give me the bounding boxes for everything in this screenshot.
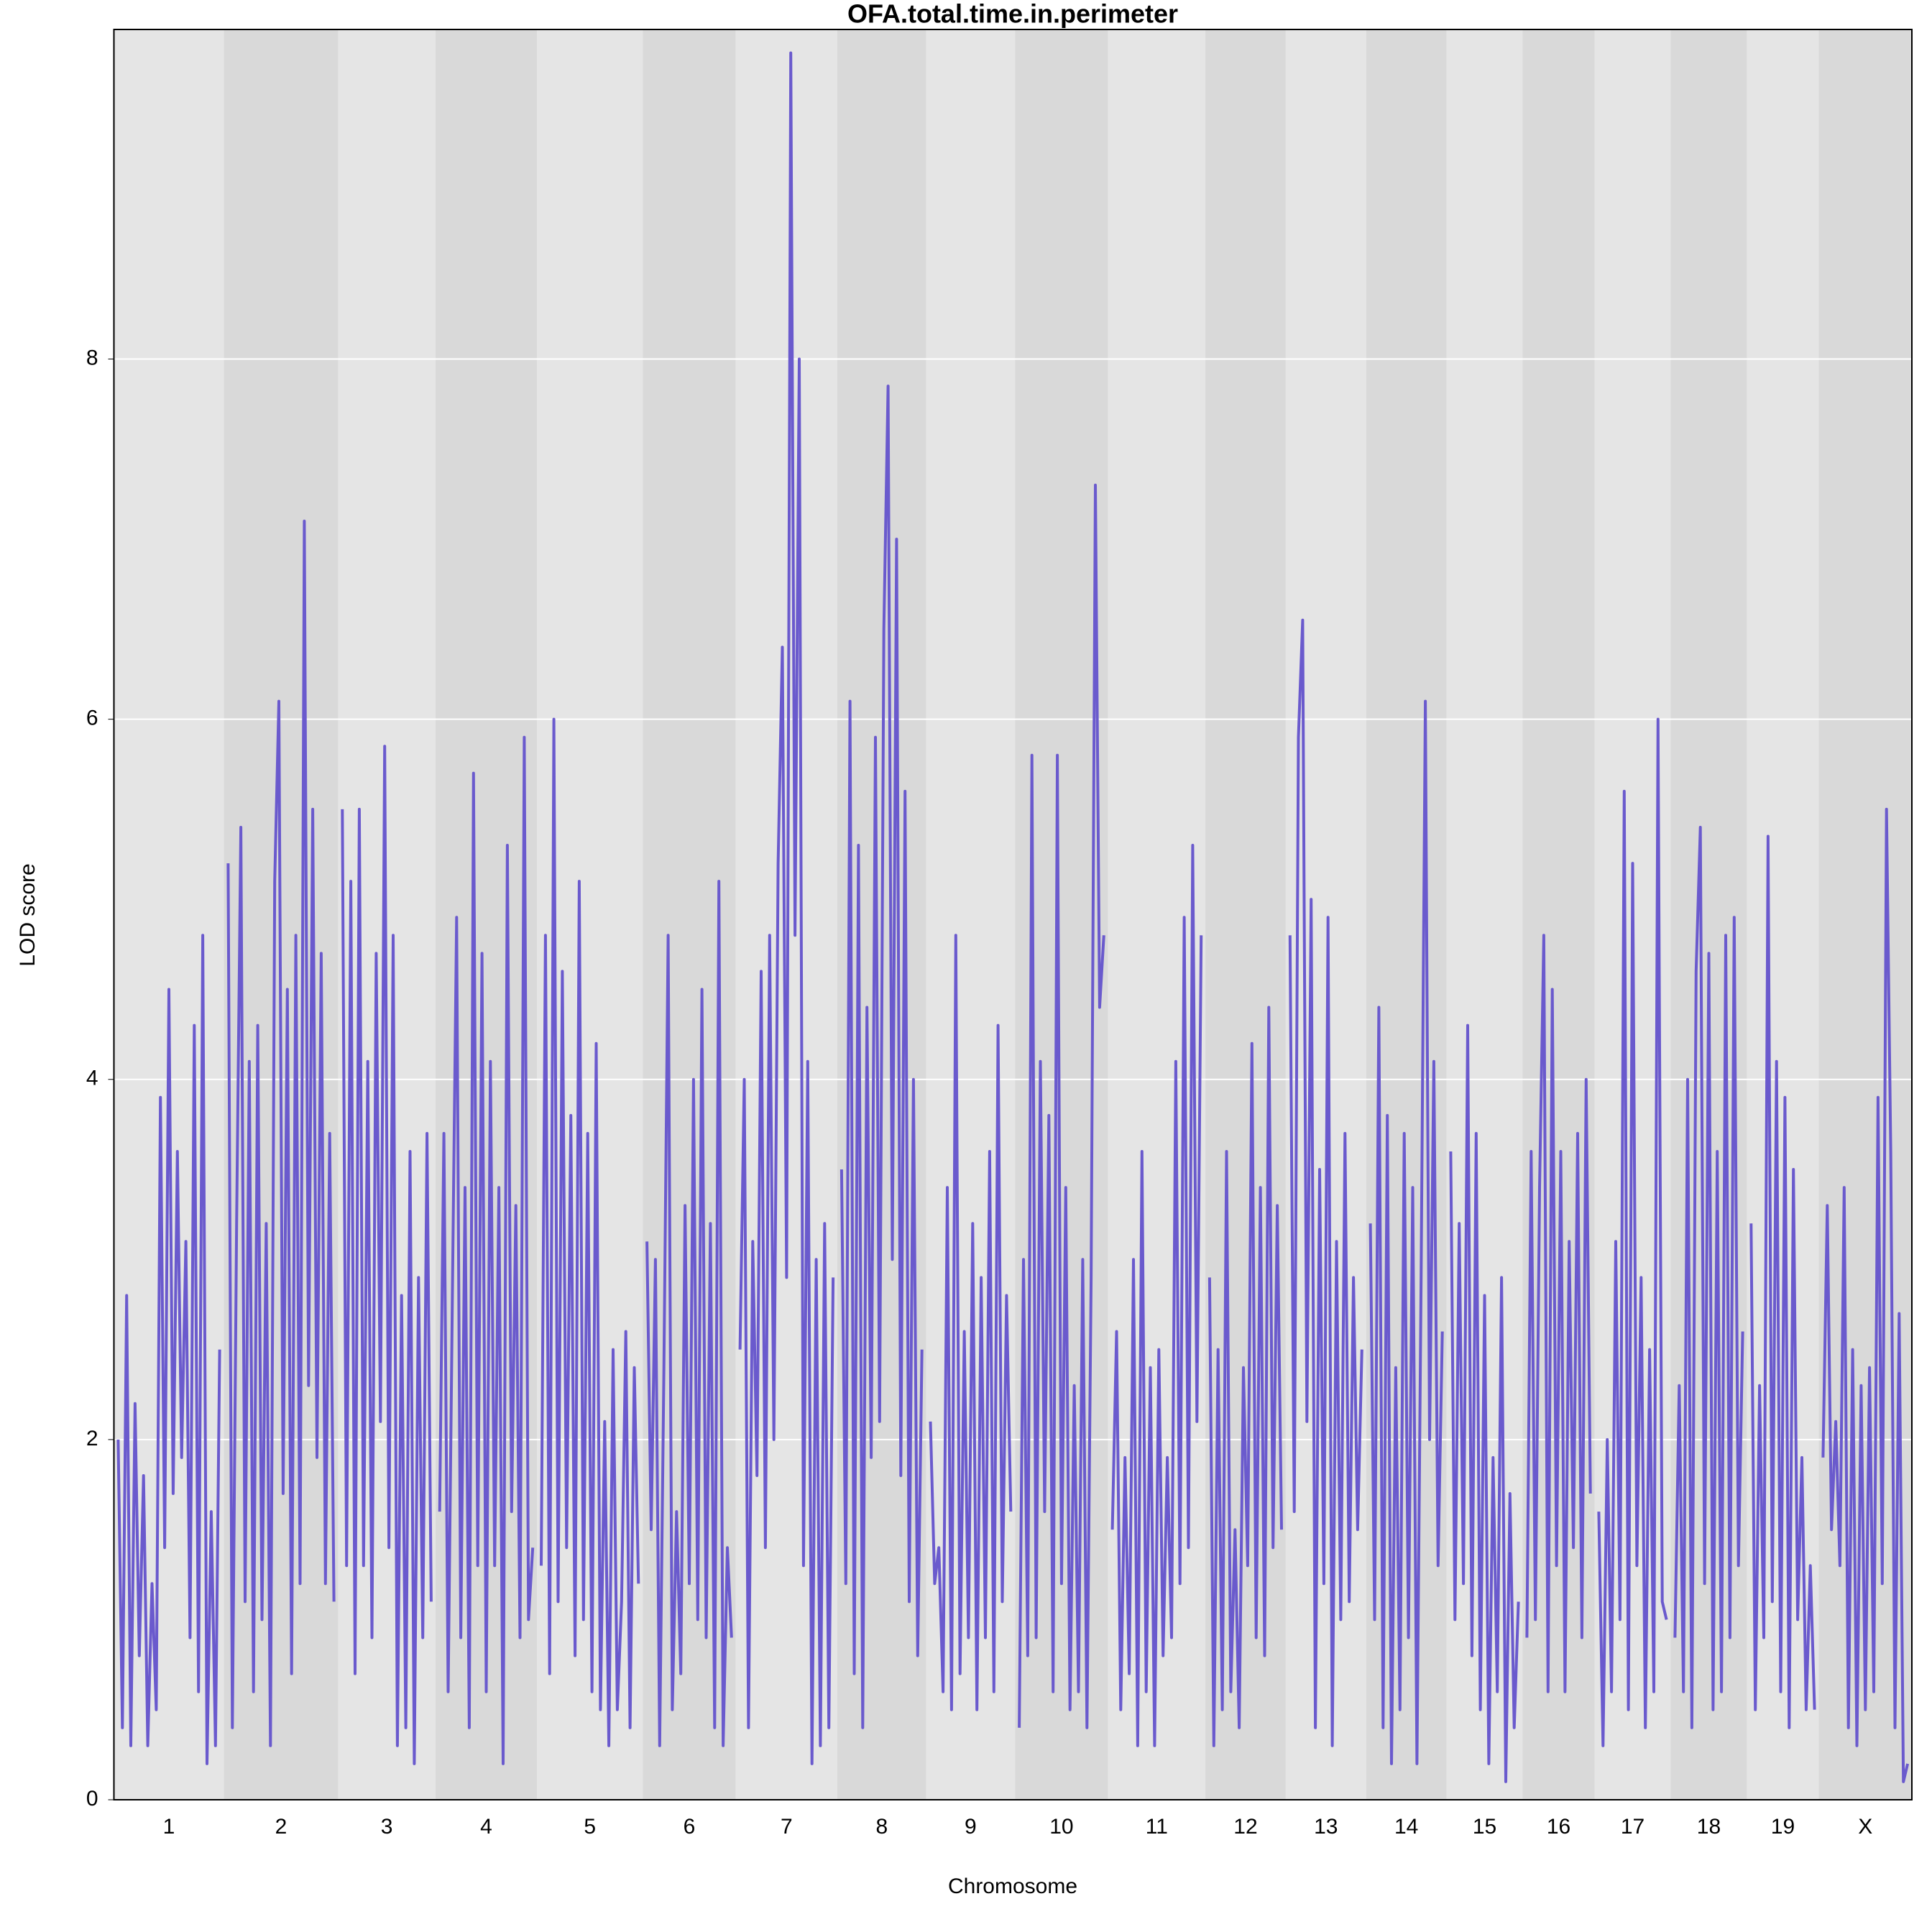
lod-line — [116, 934, 221, 1765]
x-tick-label: 9 — [965, 1815, 977, 1839]
lod-line — [1525, 934, 1592, 1693]
chromosome-band — [114, 29, 224, 1800]
x-tick-label: 2 — [275, 1815, 288, 1839]
x-tick-label: 11 — [1146, 1815, 1168, 1839]
lod-line — [1673, 826, 1744, 1729]
x-tick-label: 1 — [163, 1815, 175, 1839]
x-axis-label: Chromosome — [948, 1874, 1077, 1898]
plot-frame — [113, 29, 1913, 1800]
x-tick-label: 14 — [1394, 1815, 1418, 1839]
lod-line — [1449, 1024, 1520, 1783]
lod-line — [738, 51, 835, 1765]
y-tick-label: 8 — [86, 346, 98, 369]
chromosome-band — [1285, 29, 1366, 1800]
lod-line — [1749, 834, 1816, 1729]
lod-line — [1597, 717, 1668, 1747]
lod-line — [929, 934, 1013, 1711]
chart-title: OFA.total.time.in.perimeter — [847, 0, 1178, 29]
x-tick-label: 12 — [1233, 1815, 1257, 1839]
x-tick-label: 10 — [1049, 1815, 1073, 1839]
y-tick-label: 0 — [86, 1787, 98, 1811]
lod-line — [1288, 618, 1363, 1747]
x-tick-label: 6 — [684, 1815, 696, 1839]
x-tick-label: 3 — [381, 1815, 393, 1839]
lod-line — [840, 385, 924, 1729]
x-tick-label: 16 — [1547, 1815, 1570, 1839]
lod-line — [540, 717, 640, 1747]
x-tick-label: 13 — [1314, 1815, 1338, 1839]
lod-line — [438, 735, 535, 1765]
lod-line — [226, 520, 336, 1747]
lod-line — [341, 745, 433, 1765]
x-tick-label: X — [1858, 1815, 1872, 1839]
lod-line — [1110, 844, 1203, 1747]
y-axis-label: LOD score — [16, 863, 40, 966]
lod-line — [1018, 483, 1105, 1729]
lod-line — [1368, 699, 1444, 1765]
y-tick-label: 6 — [86, 707, 98, 730]
x-tick-label: 4 — [480, 1815, 492, 1839]
lod-line — [1208, 1006, 1283, 1747]
x-tick-label: 5 — [584, 1815, 596, 1839]
x-tick-label: 17 — [1621, 1815, 1644, 1839]
x-tick-label: 18 — [1697, 1815, 1721, 1839]
y-tick-label: 4 — [86, 1067, 98, 1090]
lod-line — [1821, 807, 1910, 1783]
lod-line — [645, 880, 733, 1747]
y-tick-label: 2 — [86, 1427, 98, 1450]
x-tick-label: 19 — [1771, 1815, 1795, 1839]
x-tick-label: 7 — [781, 1815, 793, 1839]
x-tick-label: 8 — [875, 1815, 888, 1839]
x-tick-label: 15 — [1473, 1815, 1496, 1839]
